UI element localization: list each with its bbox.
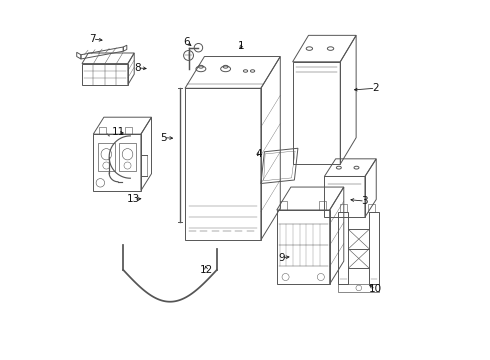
Text: 4: 4 [256, 149, 263, 158]
Text: 11: 11 [111, 127, 124, 138]
Text: 10: 10 [369, 284, 382, 294]
Text: 13: 13 [127, 194, 141, 204]
Text: 8: 8 [134, 63, 141, 73]
Text: 9: 9 [279, 253, 285, 262]
Text: 12: 12 [199, 265, 213, 275]
Text: 1: 1 [238, 41, 245, 51]
Text: 3: 3 [362, 196, 368, 206]
Text: 5: 5 [161, 133, 167, 143]
Text: 2: 2 [372, 83, 379, 93]
Text: 7: 7 [89, 34, 96, 44]
Text: 6: 6 [183, 37, 190, 48]
